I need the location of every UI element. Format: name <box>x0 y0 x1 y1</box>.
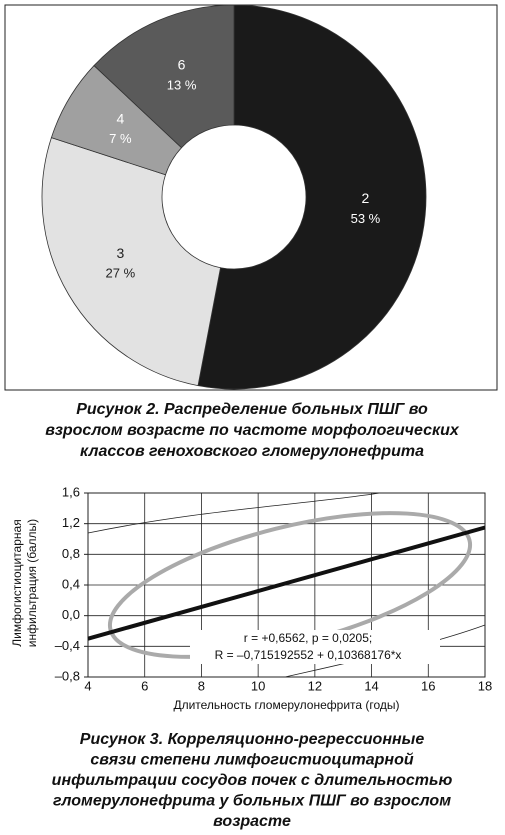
caption-line: взрослом возрасте по частоте морфологиче… <box>45 422 460 439</box>
y-tick-label: 1,2 <box>62 515 80 530</box>
regression-line <box>87 525 486 641</box>
caption-line: Рисунок 3. Корреляционно-регрессионные <box>80 731 425 748</box>
x-tick-label: 8 <box>198 678 205 693</box>
y-axis-label: Лимфогистиоцитарная <box>10 519 24 646</box>
x-tick-label: 12 <box>308 678 322 693</box>
confidence-curve <box>87 492 381 534</box>
slice-value: 7 % <box>109 131 132 146</box>
figure-frame <box>4 4 498 391</box>
pie-slice <box>41 137 221 387</box>
y-tick-label: 0,8 <box>62 546 80 561</box>
x-axis-label: Длительность гломерулонефрита (годы) <box>173 698 399 712</box>
slice-label: 4 <box>116 111 124 127</box>
slice-label: 6 <box>178 57 186 73</box>
x-tick-label: 4 <box>84 678 91 693</box>
y-tick-label: –0,8 <box>55 668 80 683</box>
x-tick-label: 10 <box>251 678 265 693</box>
caption-line: инфильтрации сосудов почек с длительност… <box>52 772 453 789</box>
caption-line: классов геноховского гломерулонефрита <box>80 443 424 460</box>
annotation: R = –0,715192552 + 0,10368176*x <box>215 648 402 662</box>
x-tick-label: 18 <box>478 678 492 693</box>
slice-value: 53 % <box>351 211 381 226</box>
x-tick-label: 6 <box>141 678 148 693</box>
caption-line: Рисунок 2. Распределение больных ПШГ во <box>76 401 428 418</box>
slice-value: 13 % <box>167 77 197 92</box>
pie-slice <box>93 4 235 149</box>
y-tick-label: 0,0 <box>62 607 80 622</box>
annotation-bg <box>190 630 440 664</box>
y-tick-label: 1,6 <box>62 484 80 499</box>
x-tick-label: 14 <box>364 678 378 693</box>
annotation: r = +0,6562, p = 0,0205; <box>244 631 372 645</box>
slice-value: 27 % <box>106 266 136 281</box>
y-tick-label: –0,4 <box>55 638 80 653</box>
caption-line: гломерулонефрита у больных ПШГ во взросл… <box>53 793 451 810</box>
caption-line: возрасте <box>213 813 291 830</box>
y-tick-label: 0,4 <box>62 576 80 591</box>
y-axis-label: инфильтрация (баллы) <box>25 519 39 647</box>
slice-label: 2 <box>362 190 370 206</box>
caption-line: связи степени лимфогистиоцитарной <box>90 752 413 769</box>
slice-label: 3 <box>116 245 124 261</box>
x-tick-label: 16 <box>421 678 435 693</box>
pie-slice <box>197 4 427 390</box>
